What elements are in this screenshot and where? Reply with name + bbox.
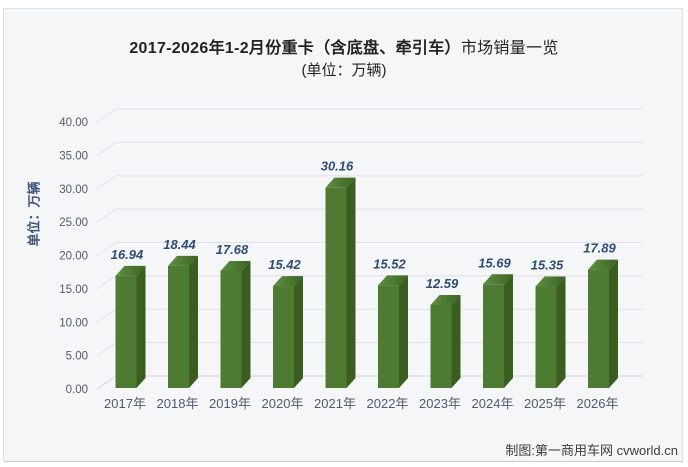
y-tick-label: 30.00 [59,184,88,196]
bar-top [168,255,198,266]
x-axis-label: 2024年 [472,396,514,411]
bar-front [430,304,452,388]
bar-front [588,269,609,388]
bar-side [504,274,513,388]
bar-front [325,187,347,388]
bar-top [325,177,356,188]
gridline [96,108,643,123]
y-tick-label: 5.00 [66,351,88,363]
x-axis-label: 2017年 [104,396,146,411]
bar-side [294,276,303,388]
bar-value-label: 12.59 [426,276,459,291]
bar-side [189,255,198,388]
x-axis-label: 2020年 [262,396,304,411]
x-axis-label: 2018年 [157,396,199,411]
x-axis-label: 2023年 [419,396,461,411]
bar-front [220,270,242,388]
chart-subtitle: (单位：万辆) [301,62,387,79]
bar-front [535,286,557,388]
bar-side [136,265,146,388]
bar-top [588,259,618,270]
y-tick-label: 25.00 [59,217,88,229]
bar-value-label: 30.16 [321,159,354,174]
bar-value-label: 15.42 [268,257,301,272]
bar-front [168,265,189,388]
bar-top [378,275,408,286]
gridline [96,208,643,223]
y-tick-label: 10.00 [59,317,88,329]
bar-value-label: 17.89 [583,241,616,256]
chart-title: 2017-2026年1-2月份重卡（含底盘、牵引车）市场销量一览 [0,34,688,58]
x-axis-label: 2021年 [314,396,356,411]
y-tick-label: 15.00 [59,284,88,296]
x-axis-label: 2019年 [209,396,251,411]
bar-front [115,275,137,388]
y-tick-label: 20.00 [59,251,88,263]
bar-front [483,284,504,388]
bar-top [273,276,303,287]
bar-value-label: 15.52 [373,256,406,271]
bar-top [430,294,461,305]
bar-side [241,260,251,388]
x-axis-label: 2025年 [524,396,566,411]
bar-side [451,294,461,388]
credit-text: 制图:第一商用车网 cvworld.cn [505,443,678,458]
bar-top [220,260,251,271]
bar-value-label: 17.68 [216,242,249,257]
y-tick-label: 0.00 [66,384,88,396]
bar-front [378,285,399,388]
bar-side [399,275,408,388]
bar-value-label: 15.69 [478,255,511,270]
gridline [96,141,643,156]
bar-side [346,177,356,388]
gridline [96,175,643,190]
x-axis-label: 2026年 [577,396,619,411]
y-tick-label: 35.00 [59,150,88,162]
y-tick-label: 40.00 [59,117,88,129]
bar-side [556,276,566,388]
chart-title-main: 2017-2026年1-2月份重卡（含底盘、牵引车） [129,40,461,57]
bar-front [273,286,294,388]
bar-top [535,276,566,287]
bar-top [115,265,146,276]
bar-top [483,274,513,285]
bar-value-label: 15.35 [531,258,564,273]
gridline [96,242,643,256]
x-axis-label: 2022年 [367,396,409,411]
bar-value-label: 18.44 [163,237,196,252]
chart-title-suffix: 市场销量一览 [460,40,559,57]
bar-value-label: 16.94 [111,247,144,262]
bar-side [609,259,618,388]
